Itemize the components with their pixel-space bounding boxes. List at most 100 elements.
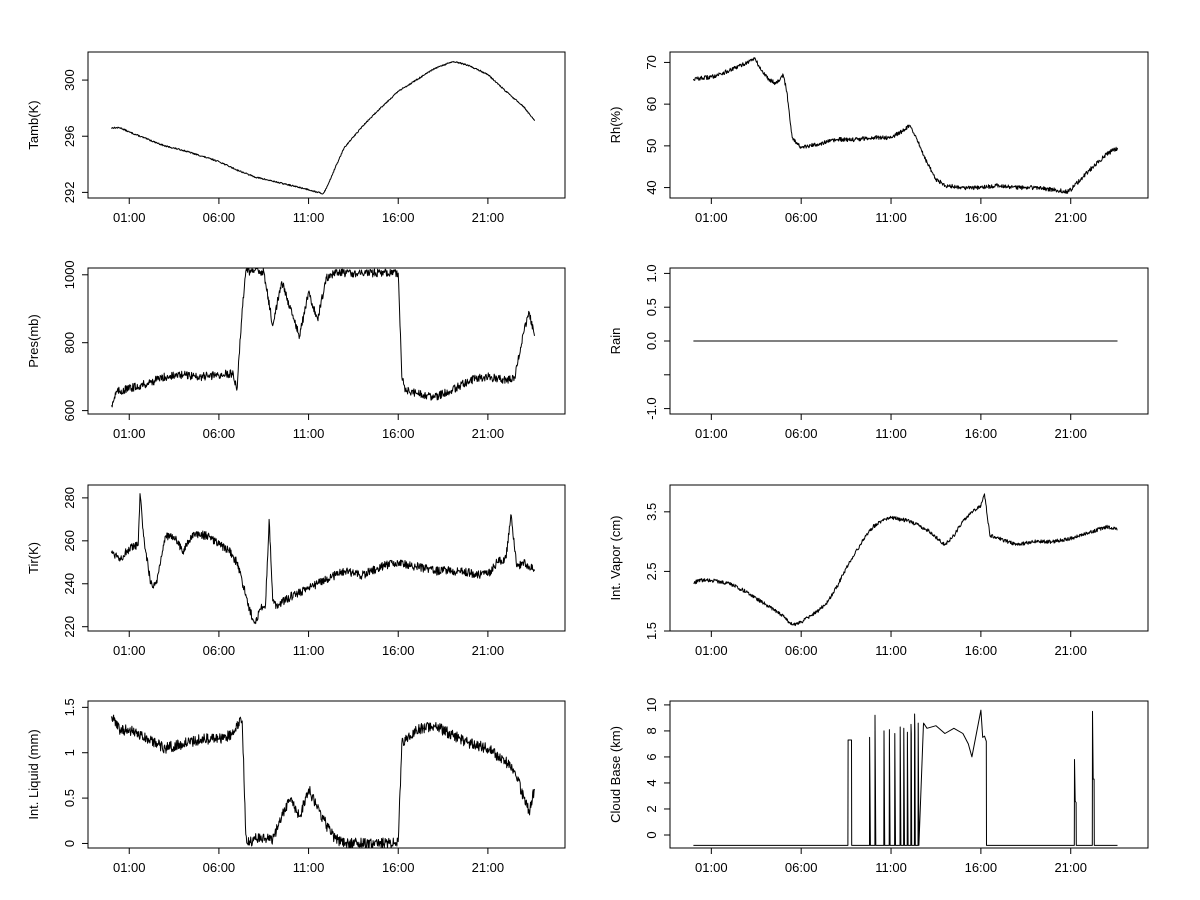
x-tick-label: 11:00 bbox=[293, 860, 325, 875]
y-tick-label: 50 bbox=[644, 139, 659, 153]
panel-liquid: 01:00 06:00 11:00 16:00 21:00 0 0.5 1 1.5 Int. Li… bbox=[26, 698, 566, 875]
x-tick-label: 16:00 bbox=[965, 426, 998, 441]
x-tick-label: 11:00 bbox=[293, 210, 325, 225]
series-line-cloud bbox=[693, 709, 1118, 846]
y-axis-label: Rain bbox=[608, 328, 623, 355]
x-tick-label: 16:00 bbox=[382, 426, 415, 441]
x-tick-label: 06:00 bbox=[785, 860, 818, 875]
series-line-tir bbox=[110, 493, 535, 625]
series-line-vapor bbox=[693, 493, 1118, 627]
x-tick-label: 21:00 bbox=[472, 426, 505, 441]
y-tick-label: 40 bbox=[644, 180, 659, 194]
series-line-pres bbox=[110, 267, 535, 408]
plot-frame bbox=[87, 700, 566, 849]
y-tick-label: 0.5 bbox=[62, 789, 77, 807]
y-tick-label: 800 bbox=[62, 332, 77, 354]
panel-pres: 01:00 06:00 11:00 16:00 21:00 600 800 1000 Pres(… bbox=[26, 260, 566, 441]
x-tick-label: 11:00 bbox=[293, 643, 325, 658]
x-tick-label: 16:00 bbox=[382, 643, 415, 658]
plot-frame bbox=[669, 484, 1149, 632]
x-tick-label: 11:00 bbox=[293, 426, 325, 441]
x-tick-label: 06:00 bbox=[785, 643, 818, 658]
x-tick-label: 06:00 bbox=[203, 860, 236, 875]
x-tick-label: 01:00 bbox=[113, 210, 146, 225]
x-tick-label: 06:00 bbox=[785, 210, 818, 225]
plot-frame bbox=[87, 267, 566, 415]
y-tick-label: 0.5 bbox=[644, 298, 659, 316]
y-tick-label: 0.0 bbox=[644, 332, 659, 350]
y-tick-label: 300 bbox=[62, 69, 77, 91]
x-tick-label: 21:00 bbox=[1054, 210, 1087, 225]
y-tick-label: 6 bbox=[644, 753, 659, 760]
y-tick-label: 2.5 bbox=[644, 562, 659, 580]
x-tick-label: 01:00 bbox=[695, 210, 728, 225]
y-axis-label: Int. Vapor (cm) bbox=[608, 515, 623, 600]
y-tick-label: 1.5 bbox=[644, 622, 659, 640]
panel-vapor: 01:00 06:00 11:00 16:00 21:00 1.5 2.5 3.5 Int. V… bbox=[608, 484, 1149, 658]
x-tick-label: 06:00 bbox=[203, 643, 236, 658]
y-tick-label: 260 bbox=[62, 530, 77, 552]
y-tick-label: 1000 bbox=[62, 260, 77, 289]
panel-tir: 01:00 06:00 11:00 16:00 21:00 220 240 260 280 Tir… bbox=[26, 484, 566, 658]
y-tick-label: 1 bbox=[62, 749, 77, 756]
y-tick-label: 220 bbox=[62, 616, 77, 638]
x-tick-label: 01:00 bbox=[113, 860, 146, 875]
y-axis-label: Rh(%) bbox=[608, 107, 623, 144]
plot-frame bbox=[87, 484, 566, 632]
x-tick-label: 01:00 bbox=[695, 426, 728, 441]
x-tick-label: 16:00 bbox=[965, 210, 998, 225]
series-line-tamb bbox=[110, 61, 535, 195]
series-line-liquid bbox=[110, 714, 535, 849]
x-tick-label: 21:00 bbox=[1054, 860, 1087, 875]
y-tick-label: 10 bbox=[644, 698, 659, 712]
y-tick-label: 60 bbox=[644, 97, 659, 111]
x-tick-label: 06:00 bbox=[785, 426, 818, 441]
x-tick-label: 11:00 bbox=[875, 210, 907, 225]
x-tick-label: 01:00 bbox=[695, 860, 728, 875]
x-tick-label: 21:00 bbox=[472, 210, 505, 225]
y-tick-label: 0 bbox=[644, 831, 659, 838]
y-axis-label: Tir(K) bbox=[26, 542, 41, 574]
panel-cloud: 01:00 06:00 11:00 16:00 21:00 0 2 4 6 8 10 Cloud Ba… bbox=[608, 698, 1149, 875]
y-tick-label: 8 bbox=[644, 727, 659, 734]
panel-rain: 01:00 06:00 11:00 16:00 21:00 -1.0 0.0 0.5 1.0 Ra… bbox=[608, 264, 1149, 441]
x-tick-label: 21:00 bbox=[1054, 643, 1087, 658]
y-tick-label: 3.5 bbox=[644, 503, 659, 521]
series-line-rh bbox=[692, 57, 1118, 194]
x-tick-label: 16:00 bbox=[965, 860, 998, 875]
x-tick-label: 16:00 bbox=[382, 210, 415, 225]
y-axis-label: Cloud Base (km) bbox=[608, 726, 623, 823]
x-tick-label: 11:00 bbox=[875, 426, 907, 441]
y-tick-label: 600 bbox=[62, 400, 77, 422]
plot-frame bbox=[87, 51, 566, 199]
y-tick-label: 240 bbox=[62, 573, 77, 595]
x-tick-label: 06:00 bbox=[203, 210, 236, 225]
x-tick-label: 11:00 bbox=[875, 860, 907, 875]
x-tick-label: 06:00 bbox=[203, 426, 236, 441]
x-tick-label: 11:00 bbox=[875, 643, 907, 658]
x-tick-label: 16:00 bbox=[965, 643, 998, 658]
x-tick-label: 21:00 bbox=[1054, 426, 1087, 441]
y-tick-label: 296 bbox=[62, 125, 77, 147]
x-tick-label: 01:00 bbox=[113, 643, 146, 658]
plot-frame bbox=[669, 700, 1149, 849]
y-tick-label: 292 bbox=[62, 182, 77, 204]
y-tick-label: -1.0 bbox=[644, 397, 659, 419]
plot-frame bbox=[669, 51, 1149, 199]
x-tick-label: 16:00 bbox=[382, 860, 415, 875]
x-tick-label: 21:00 bbox=[472, 643, 505, 658]
y-tick-label: 70 bbox=[644, 55, 659, 69]
panel-rh: 01:00 06:00 11:00 16:00 21:00 40 50 60 70 Rh(%) bbox=[608, 51, 1149, 225]
y-axis-label: Tamb(K) bbox=[26, 100, 41, 149]
y-tick-label: 4 bbox=[644, 779, 659, 786]
x-tick-label: 21:00 bbox=[472, 860, 505, 875]
y-tick-label: 2 bbox=[644, 805, 659, 812]
x-tick-label: 01:00 bbox=[695, 643, 728, 658]
x-tick-label: 01:00 bbox=[113, 426, 146, 441]
y-tick-label: 280 bbox=[62, 487, 77, 509]
y-axis-label: Int. Liquid (mm) bbox=[26, 729, 41, 819]
y-axis-label: Pres(mb) bbox=[26, 314, 41, 367]
panel-tamb: 01:00 06:00 11:00 16:00 21:00 292 296 300 Tamb(K… bbox=[26, 51, 566, 225]
y-tick-label: 1.0 bbox=[644, 264, 659, 282]
